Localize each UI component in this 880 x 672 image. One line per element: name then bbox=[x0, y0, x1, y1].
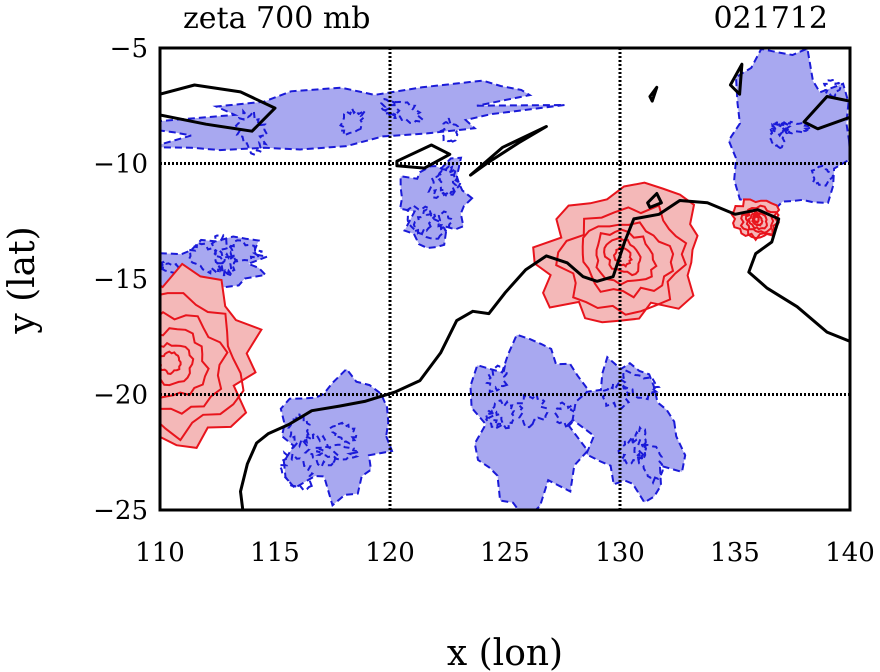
neg-contour bbox=[210, 233, 235, 277]
island-outline bbox=[648, 85, 659, 103]
neg-region-ne-corner bbox=[727, 48, 850, 221]
neg-contour bbox=[437, 164, 462, 198]
pos-contour bbox=[555, 204, 688, 316]
neg-contour bbox=[406, 203, 444, 240]
neg-contour bbox=[379, 98, 401, 119]
neg-contour bbox=[810, 164, 835, 187]
island-outline bbox=[469, 125, 548, 177]
x-tick-label: 125 bbox=[480, 538, 530, 568]
pos-contour bbox=[160, 310, 229, 415]
neg-contour bbox=[770, 121, 792, 138]
title-right: 021712 bbox=[713, 1, 828, 36]
x-tick-label: 120 bbox=[365, 538, 415, 568]
pos-contour bbox=[160, 327, 210, 399]
neg-contour bbox=[329, 421, 358, 445]
x-axis: 110 115 120 125 130 135 140 bbox=[135, 538, 875, 568]
neg-contour bbox=[287, 413, 311, 450]
neg-contour bbox=[439, 117, 460, 143]
neg-contour bbox=[315, 443, 360, 461]
x-axis-label: x (lon) bbox=[447, 633, 563, 672]
pos-contour bbox=[160, 341, 195, 387]
neg-region-interior-south-1 bbox=[469, 333, 589, 510]
x-tick-label: 135 bbox=[710, 538, 760, 568]
neg-contour bbox=[617, 368, 661, 401]
plot-frame bbox=[158, 46, 852, 512]
neg-contour bbox=[514, 391, 549, 429]
island-outline bbox=[646, 192, 663, 209]
grid-layer bbox=[160, 48, 850, 510]
x-tick-label: 115 bbox=[250, 538, 300, 568]
pos-contour bbox=[595, 228, 658, 286]
neg-region-timor-sea-band bbox=[398, 156, 474, 250]
neg-contour bbox=[427, 164, 458, 199]
neg-contour bbox=[187, 241, 225, 276]
neg-fill bbox=[469, 333, 589, 510]
title-bar: zeta 700 mb 021712 bbox=[183, 1, 828, 36]
pos-contour bbox=[581, 221, 675, 299]
pos-contour bbox=[752, 214, 760, 224]
y-tick-label: −25 bbox=[93, 496, 148, 526]
coastline-australia bbox=[239, 199, 850, 510]
island-outline bbox=[728, 62, 744, 96]
neg-region-interior-sw bbox=[277, 367, 394, 508]
y-axis: −5 −10 −15 −20 −25 bbox=[93, 34, 148, 526]
pos-contour bbox=[603, 236, 642, 277]
neg-contour bbox=[339, 105, 367, 137]
y-tick-label: −20 bbox=[93, 381, 148, 411]
neg-contour bbox=[485, 364, 509, 394]
neg-contour bbox=[234, 108, 269, 157]
y-axis-label: y (lat) bbox=[2, 226, 43, 334]
y-tick-label: −15 bbox=[93, 265, 148, 295]
title-left: zeta 700 mb bbox=[183, 1, 371, 36]
positive-vorticity-layer bbox=[160, 181, 781, 449]
island-outline bbox=[802, 95, 850, 131]
pos-contour bbox=[747, 210, 768, 231]
neg-contour bbox=[637, 443, 664, 485]
pos-region-cyclone-center-west bbox=[160, 262, 263, 449]
neg-contour bbox=[412, 208, 437, 236]
neg-contour bbox=[277, 450, 315, 492]
y-tick-label: −5 bbox=[110, 34, 148, 64]
pos-contour bbox=[751, 212, 764, 227]
neg-contour bbox=[822, 78, 842, 99]
neg-contour bbox=[302, 432, 341, 469]
plot-area bbox=[160, 48, 850, 510]
coastline-layer bbox=[160, 62, 850, 510]
neg-fill bbox=[279, 367, 394, 508]
neg-contour bbox=[436, 210, 453, 232]
neg-contour bbox=[383, 100, 425, 124]
island-outline bbox=[160, 83, 277, 133]
y-tick-label: −10 bbox=[93, 150, 148, 180]
pos-contour bbox=[160, 292, 245, 442]
island-outline bbox=[395, 143, 452, 170]
neg-contour bbox=[617, 435, 647, 466]
x-tick-label: 130 bbox=[595, 538, 645, 568]
pos-contour bbox=[739, 204, 781, 240]
pos-region-cyclone-rainband bbox=[730, 198, 781, 242]
neg-region-java-sea-band bbox=[160, 79, 565, 157]
x-tick-label: 140 bbox=[825, 538, 875, 568]
x-tick-label: 110 bbox=[135, 538, 185, 568]
neg-contour bbox=[217, 249, 238, 277]
